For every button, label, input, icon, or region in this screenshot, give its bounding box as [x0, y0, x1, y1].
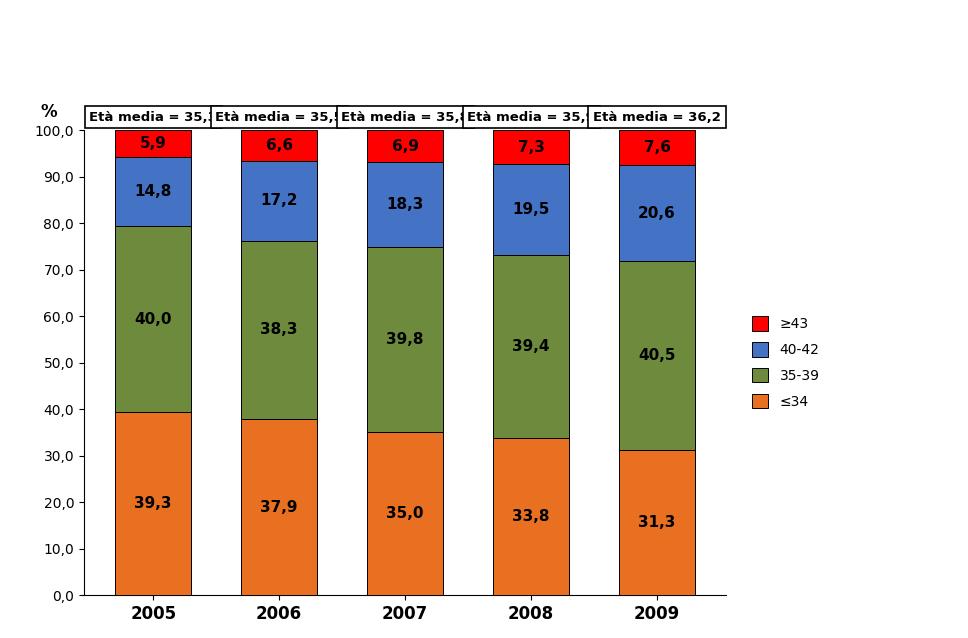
Text: 7,3: 7,3 — [518, 140, 545, 154]
Bar — [367, 130, 443, 162]
Text: 35,0: 35,0 — [386, 507, 424, 521]
Text: 14,8: 14,8 — [135, 184, 172, 200]
Text: 7,6: 7,6 — [644, 140, 671, 155]
Bar — [241, 241, 317, 419]
Text: 18,3: 18,3 — [386, 197, 424, 212]
Bar — [241, 130, 317, 161]
Text: Età media = 35,9: Età media = 35,9 — [468, 110, 595, 124]
Text: 5,9: 5,9 — [139, 137, 166, 151]
Text: 40,0: 40,0 — [135, 312, 172, 327]
Bar — [241, 419, 317, 595]
Text: Età media = 35,8: Età media = 35,8 — [341, 110, 469, 124]
Text: 33,8: 33,8 — [512, 509, 550, 524]
Bar — [115, 226, 191, 412]
Text: 6,9: 6,9 — [392, 138, 418, 154]
Text: Età media = 35,5: Età media = 35,5 — [215, 110, 343, 124]
Text: 39,8: 39,8 — [386, 332, 424, 347]
Text: 20,6: 20,6 — [638, 206, 676, 221]
Bar — [620, 450, 695, 595]
Bar — [494, 255, 569, 438]
Bar — [367, 248, 443, 433]
Bar — [494, 130, 569, 164]
Text: 37,9: 37,9 — [260, 500, 298, 515]
Bar — [367, 162, 443, 248]
Text: 17,2: 17,2 — [260, 193, 298, 208]
Text: 39,4: 39,4 — [512, 339, 550, 354]
Bar — [494, 164, 569, 255]
Bar — [241, 161, 317, 241]
Text: 39,3: 39,3 — [135, 496, 172, 511]
Bar — [115, 130, 191, 158]
Bar — [620, 165, 695, 261]
Text: 40,5: 40,5 — [638, 348, 676, 363]
Y-axis label: %: % — [41, 103, 57, 121]
Bar — [494, 438, 569, 595]
Text: 6,6: 6,6 — [265, 138, 292, 153]
Bar — [115, 412, 191, 595]
Bar — [620, 261, 695, 450]
Legend: ≥43, 40-42, 35-39, ≤34: ≥43, 40-42, 35-39, ≤34 — [746, 311, 825, 415]
Text: Età media = 35,3: Età media = 35,3 — [89, 110, 217, 124]
Text: 19,5: 19,5 — [512, 202, 550, 217]
Bar — [115, 158, 191, 226]
Bar — [367, 433, 443, 595]
Text: 31,3: 31,3 — [638, 515, 676, 530]
Text: Età media = 36,2: Età media = 36,2 — [593, 110, 721, 124]
Text: 38,3: 38,3 — [260, 322, 298, 338]
Bar — [620, 130, 695, 165]
